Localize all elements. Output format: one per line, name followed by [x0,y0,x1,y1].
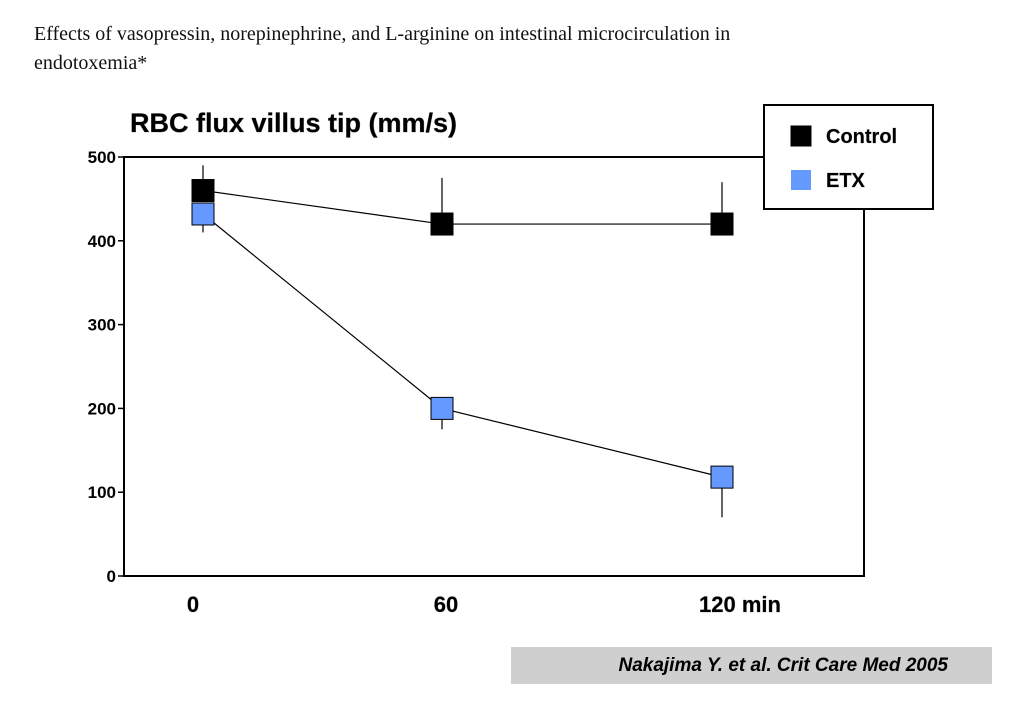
y-axis: 0 100 200 300 400 500 [88,148,124,586]
y-tick-label: 500 [88,148,116,167]
data-point [710,465,734,489]
y-tick-label: 400 [88,232,116,251]
legend-swatch [790,125,812,147]
series-line [202,213,723,478]
y-tick-label: 100 [88,483,116,502]
data-point [430,212,454,236]
data-point [191,202,215,226]
y-tick-label: 0 [107,567,116,586]
slide-heading: Effects of vasopressin, norepinephrine, … [34,23,731,74]
x-tick-label: 120 min [699,592,781,617]
series-control [191,165,734,236]
plot-frame [123,156,865,577]
series-layer [191,165,734,518]
y-tick-label: 300 [88,316,116,335]
legend-label: ETX [826,170,866,192]
y-tick-label: 200 [88,399,116,418]
x-axis: 0 60 120 min [187,592,782,618]
data-point [710,212,734,236]
x-tick-label: 0 [187,592,199,617]
legend-label: Control [826,126,897,148]
citation-text: Nakajima Y. et al. Crit Care Med 2005 [618,654,948,676]
data-point [191,179,215,203]
data-point [430,396,454,420]
chart-title: RBC flux villus tip (mm/s) [130,108,457,138]
legend-swatch [791,170,811,190]
legend: Control ETX [763,104,934,210]
legend-box [763,104,934,210]
citation-box: Nakajima Y. et al. Crit Care Med 2005 [511,647,992,684]
series-line [202,189,722,225]
series-etx [191,202,734,518]
x-tick-label: 60 [434,592,458,617]
